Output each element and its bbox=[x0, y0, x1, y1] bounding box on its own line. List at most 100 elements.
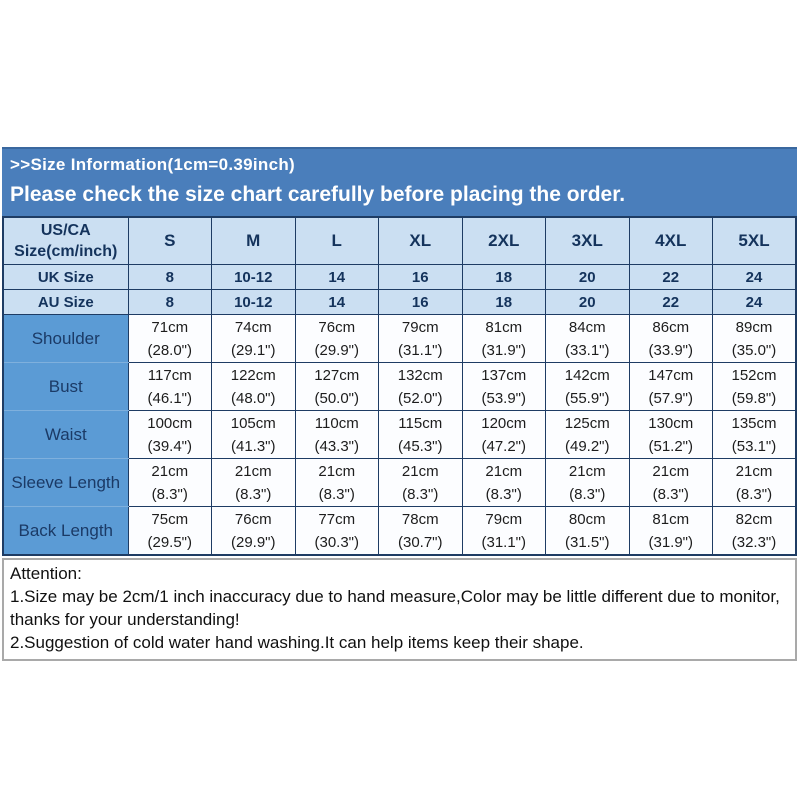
measurement-inch-value: (8.3") bbox=[235, 485, 272, 503]
measurement-value-cell: 75cm (29.5") bbox=[127, 506, 212, 556]
size-conversion-row: UK Size 8 10-12 14 16 18 20 22 24 bbox=[2, 264, 797, 290]
size-value-cell: 16 bbox=[378, 264, 463, 290]
measurement-cm-value: 21cm bbox=[151, 462, 189, 480]
measurement-cm-value: 127cm bbox=[314, 366, 360, 384]
measurement-inch-value: (29.9") bbox=[314, 341, 359, 359]
measurement-inch-value: (8.3") bbox=[569, 485, 606, 503]
size-column-header: L bbox=[294, 216, 379, 265]
measurement-cm-value: 76cm bbox=[234, 510, 272, 528]
measurement-inch-value: (8.3") bbox=[318, 485, 355, 503]
size-value-cell: 20 bbox=[545, 289, 630, 315]
measurement-row: Waist 100cm (39.4") 105cm (41.3") 110cm (43.3"… bbox=[2, 410, 797, 459]
measurement-cm-value: 75cm bbox=[151, 510, 189, 528]
measurement-row-label: Waist bbox=[2, 410, 129, 459]
measurement-cm-value: 86cm bbox=[652, 318, 690, 336]
size-value-cell: 24 bbox=[712, 289, 797, 315]
measurement-value-cell: 78cm (30.7") bbox=[378, 506, 463, 556]
measurement-value-cell: 152cm (59.8") bbox=[712, 362, 797, 411]
measurement-cm-value: 21cm bbox=[401, 462, 439, 480]
measurement-value-cell: 76cm (29.9") bbox=[294, 314, 379, 363]
measurement-cm-value: 152cm bbox=[731, 366, 777, 384]
measurement-value-cell: 117cm (46.1") bbox=[127, 362, 212, 411]
table-header-row: US/CA Size(cm/inch) S M L XL 2XL 3XL 4XL 5XL bbox=[2, 216, 797, 265]
measurement-value-cell: 132cm (52.0") bbox=[378, 362, 463, 411]
measurement-inch-value: (43.3") bbox=[314, 437, 359, 455]
size-information-title: >>Size Information(1cm=0.39inch) bbox=[10, 155, 295, 174]
measurement-inch-value: (30.7") bbox=[397, 533, 443, 551]
measurement-value-cell: 21cm (8.3") bbox=[712, 458, 797, 507]
measurement-cm-value: 21cm bbox=[485, 462, 523, 480]
measurement-row: Shoulder 71cm (28.0") 74cm (29.1") 76cm (29.9"… bbox=[2, 314, 797, 363]
size-row-label: AU Size bbox=[2, 289, 129, 315]
measurement-inch-value: (32.3") bbox=[731, 533, 777, 551]
measurement-cm-value: 74cm bbox=[234, 318, 272, 336]
size-value-cell: 22 bbox=[628, 264, 713, 290]
measurement-cm-value: 21cm bbox=[652, 462, 690, 480]
measurement-inch-value: (52.0") bbox=[397, 389, 443, 407]
measurement-inch-value: (28.0") bbox=[147, 341, 192, 359]
measurement-value-cell: 21cm (8.3") bbox=[378, 458, 463, 507]
measurement-cm-value: 125cm bbox=[564, 414, 610, 432]
measurement-value-cell: 125cm (49.2") bbox=[545, 410, 630, 459]
measurement-value-cell: 74cm (29.1") bbox=[211, 314, 296, 363]
measurement-inch-value: (31.1") bbox=[481, 533, 526, 551]
measurement-cm-value: 81cm bbox=[652, 510, 690, 528]
measurement-cm-value: 76cm bbox=[318, 318, 356, 336]
measurement-cm-value: 82cm bbox=[735, 510, 773, 528]
measurement-value-cell: 86cm (33.9") bbox=[628, 314, 713, 363]
measurement-value-cell: 77cm (30.3") bbox=[294, 506, 379, 556]
measurement-value-cell: 100cm (39.4") bbox=[127, 410, 212, 459]
size-info-sheet: >>Size Information(1cm=0.39inch) Please … bbox=[2, 147, 797, 661]
size-row-label: UK Size bbox=[2, 264, 129, 290]
measurement-value-cell: 142cm (55.9") bbox=[545, 362, 630, 411]
measurement-cm-value: 71cm bbox=[151, 318, 189, 336]
corner-header-line1: US/CA bbox=[40, 222, 91, 239]
size-chart-table: US/CA Size(cm/inch) S M L XL 2XL 3XL 4XL 5XL UK Si… bbox=[2, 216, 797, 556]
measurement-cm-value: 132cm bbox=[397, 366, 443, 384]
size-value-cell: 10-12 bbox=[211, 289, 296, 315]
attention-note-1: 1.Size may be 2cm/1 inch inaccuracy due … bbox=[10, 587, 780, 629]
measurement-value-cell: 135cm (53.1") bbox=[712, 410, 797, 459]
measurement-value-cell: 127cm (50.0") bbox=[294, 362, 379, 411]
size-value-cell: 14 bbox=[294, 289, 379, 315]
size-column-header: M bbox=[211, 216, 296, 265]
measurement-cm-value: 137cm bbox=[481, 366, 527, 384]
measurement-inch-value: (31.5") bbox=[564, 533, 610, 551]
measurement-cm-value: 147cm bbox=[648, 366, 694, 384]
measurement-cm-value: 105cm bbox=[230, 414, 276, 432]
measurement-value-cell: 21cm (8.3") bbox=[211, 458, 296, 507]
size-column-header: 3XL bbox=[545, 216, 630, 265]
measurement-value-cell: 79cm (31.1") bbox=[378, 314, 463, 363]
measurement-cm-value: 115cm bbox=[398, 414, 443, 432]
measurement-inch-value: (50.0") bbox=[314, 389, 359, 407]
size-chart-warning: Please check the size chart carefully be… bbox=[10, 183, 626, 206]
measurement-value-cell: 79cm (31.1") bbox=[461, 506, 546, 556]
corner-header-cell: US/CA Size(cm/inch) bbox=[2, 216, 129, 265]
measurement-inch-value: (39.4") bbox=[147, 437, 192, 455]
measurement-inch-value: (8.3") bbox=[735, 485, 773, 503]
measurement-value-cell: 120cm (47.2") bbox=[461, 410, 546, 459]
measurement-value-cell: 71cm (28.0") bbox=[127, 314, 212, 363]
measurement-inch-value: (8.3") bbox=[402, 485, 439, 503]
measurement-cm-value: 130cm bbox=[648, 414, 694, 432]
measurement-inch-value: (53.9") bbox=[481, 389, 526, 407]
size-value-cell: 8 bbox=[127, 264, 212, 290]
measurement-row: Sleeve Length 21cm (8.3") 21cm (8.3") 21cm (8.… bbox=[2, 458, 797, 507]
measurement-cm-value: 117cm bbox=[147, 366, 192, 384]
measurement-cm-value: 21cm bbox=[735, 462, 773, 480]
measurement-inch-value: (31.9") bbox=[481, 341, 526, 359]
size-column-header: 2XL bbox=[461, 216, 546, 265]
measurement-value-cell: 21cm (8.3") bbox=[127, 458, 212, 507]
measurement-row-label: Bust bbox=[2, 362, 129, 411]
measurement-cm-value: 142cm bbox=[564, 366, 610, 384]
measurement-row: Bust 117cm (46.1") 122cm (48.0") 127cm (50.0")… bbox=[2, 362, 797, 411]
measurement-cm-value: 100cm bbox=[147, 414, 193, 432]
measurement-inch-value: (8.3") bbox=[485, 485, 522, 503]
measurement-value-cell: 81cm (31.9") bbox=[461, 314, 546, 363]
measurement-cm-value: 77cm bbox=[318, 510, 356, 528]
title-band: >>Size Information(1cm=0.39inch) Please … bbox=[2, 147, 797, 216]
measurement-value-cell: 80cm (31.5") bbox=[545, 506, 630, 556]
size-column-header: XL bbox=[378, 216, 463, 265]
measurement-row-label: Back Length bbox=[2, 506, 129, 556]
measurement-inch-value: (8.3") bbox=[151, 485, 188, 503]
